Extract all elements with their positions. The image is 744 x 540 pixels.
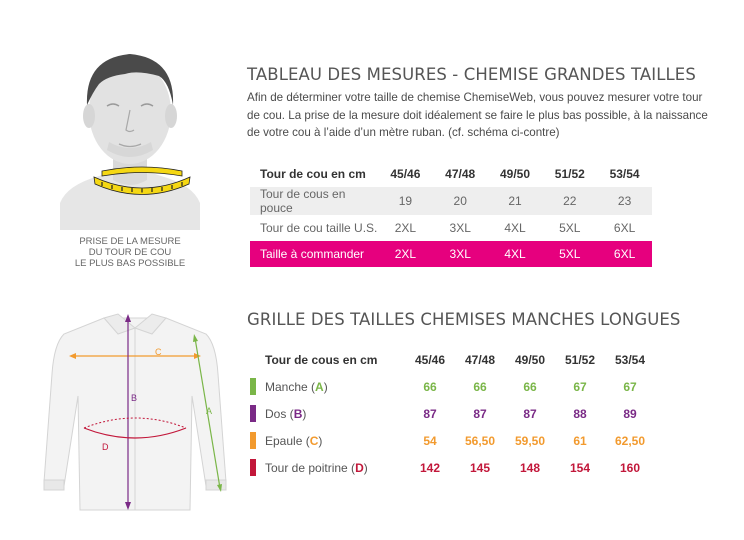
head-silhouette-icon — [60, 54, 200, 230]
tape-measure-icon — [93, 166, 191, 195]
measure-caption: PRISE DE LA MESURE DU TOUR DE COU LE PLU… — [74, 236, 186, 269]
svg-text:B: B — [131, 393, 137, 403]
table-row: Tour de cous en cm 45/46 47/48 49/50 51/… — [265, 352, 646, 367]
table-row: Epaule (C) 54 56,50 59,50 61 62,50 — [250, 427, 655, 454]
svg-text:A: A — [206, 406, 212, 416]
long-sleeve-size-table: Tour de cous en cm 45/46 47/48 49/50 51/… — [250, 346, 655, 481]
neck-size-table: Tour de cou en cm 45/46 47/48 49/50 51/5… — [250, 161, 652, 267]
svg-text:C: C — [155, 347, 162, 357]
color-bar — [250, 459, 256, 476]
section1-intro: Afin de déterminer votre taille de chemi… — [247, 91, 708, 140]
table-row: Tour de cous en pouce 19 20 21 22 23 — [250, 187, 652, 215]
color-bar — [250, 405, 256, 422]
table-row: Manche (A) 66 66 66 67 67 — [250, 373, 655, 400]
table-row: Dos (B) 87 87 87 88 89 — [250, 400, 655, 427]
color-bar — [250, 378, 256, 395]
shirt-diagram-icon: C B A D — [43, 313, 227, 511]
table-row: Tour de cou taille U.S. 2XL 3XL 4XL 5XL … — [260, 221, 636, 235]
table-row: Tour de cou en cm 45/46 47/48 49/50 51/5… — [260, 167, 640, 181]
table-row-highlight: Taille à commander 2XL 3XL 4XL 5XL 6XL — [250, 241, 652, 267]
section2-title: GRILLE DES TAILLES CHEMISES MANCHES LONG… — [247, 310, 681, 329]
svg-text:D: D — [102, 442, 109, 452]
color-bar — [250, 432, 256, 449]
table-row: Tour de poitrine (D) 142 145 148 154 160 — [250, 454, 655, 481]
section1-title: TABLEAU DES MESURES - CHEMISE GRANDES TA… — [247, 65, 696, 84]
